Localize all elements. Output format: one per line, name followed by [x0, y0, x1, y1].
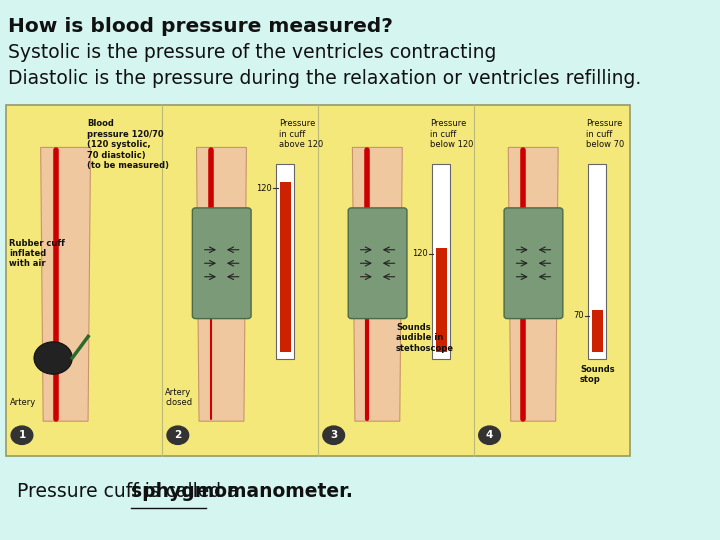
Polygon shape [352, 147, 402, 421]
Circle shape [167, 426, 189, 444]
Circle shape [323, 426, 345, 444]
FancyBboxPatch shape [588, 164, 606, 359]
Text: 70: 70 [573, 311, 584, 320]
Text: Rubber cuff
inflated
with air: Rubber cuff inflated with air [9, 239, 66, 268]
Text: Sounds
stop: Sounds stop [580, 365, 615, 384]
Text: Pressure
in cuff
below 70: Pressure in cuff below 70 [586, 119, 624, 149]
Text: Systolic is the pressure of the ventricles contracting: Systolic is the pressure of the ventricl… [9, 43, 497, 62]
Text: Pressure
in cuff
below 120: Pressure in cuff below 120 [431, 119, 474, 149]
FancyBboxPatch shape [276, 164, 294, 359]
Text: 3: 3 [330, 430, 338, 440]
Text: 1: 1 [18, 430, 26, 440]
Text: Pressure cuff is called a: Pressure cuff is called a [17, 482, 245, 501]
Circle shape [479, 426, 500, 444]
FancyBboxPatch shape [504, 208, 563, 319]
Polygon shape [197, 147, 246, 421]
Circle shape [11, 426, 33, 444]
Text: Blood
pressure 120/70
(120 systolic,
70 diastolic)
(to be measured): Blood pressure 120/70 (120 systolic, 70 … [87, 119, 169, 170]
FancyBboxPatch shape [348, 208, 407, 319]
Text: 2: 2 [174, 430, 181, 440]
FancyBboxPatch shape [192, 208, 251, 319]
Text: Diastolic is the pressure during the relaxation or ventricles refilling.: Diastolic is the pressure during the rel… [9, 69, 642, 87]
Text: Sounds
audible in
stethoscope: Sounds audible in stethoscope [396, 323, 454, 353]
Text: sphygmomanometer.: sphygmomanometer. [131, 482, 353, 501]
Text: 120: 120 [413, 249, 428, 258]
FancyBboxPatch shape [432, 164, 450, 359]
Text: 120: 120 [256, 184, 272, 193]
Text: Artery
closed: Artery closed [166, 388, 192, 407]
FancyBboxPatch shape [6, 105, 630, 456]
Text: Artery: Artery [9, 398, 36, 407]
FancyBboxPatch shape [436, 248, 446, 352]
FancyBboxPatch shape [280, 183, 291, 352]
Polygon shape [508, 147, 558, 421]
Circle shape [34, 342, 72, 374]
Text: Pressure
in cuff
above 120: Pressure in cuff above 120 [279, 119, 323, 149]
FancyBboxPatch shape [592, 310, 603, 352]
Text: 4: 4 [486, 430, 493, 440]
Polygon shape [40, 147, 91, 421]
Text: How is blood pressure measured?: How is blood pressure measured? [9, 17, 393, 36]
